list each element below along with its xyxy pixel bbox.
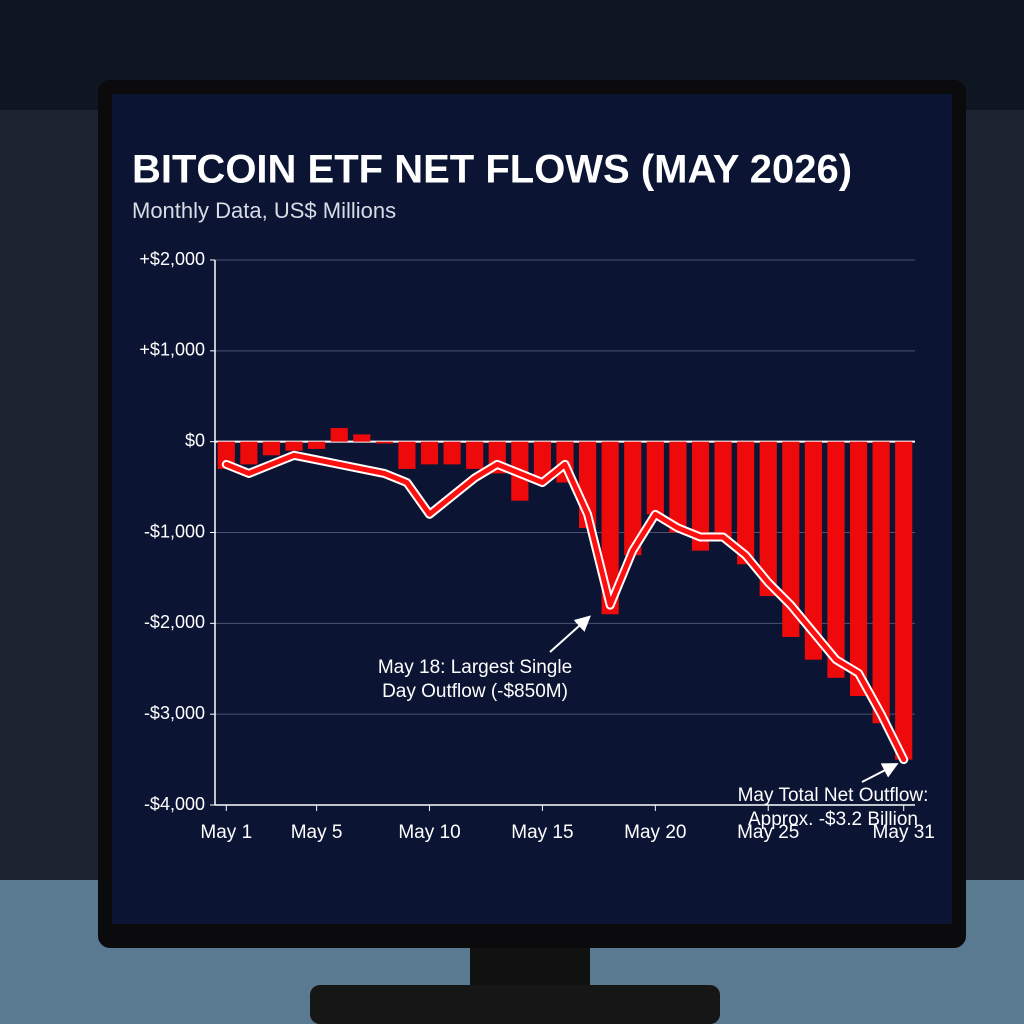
y-tick-label: $0 — [185, 430, 205, 450]
annotation: Approx. -$3.2 Billion — [748, 809, 918, 830]
bar — [691, 441, 710, 551]
bar — [466, 441, 484, 469]
bar — [398, 441, 416, 469]
x-tick-label: May 15 — [511, 822, 573, 843]
bar — [353, 434, 371, 442]
bar — [443, 441, 461, 465]
bar — [646, 441, 664, 515]
x-tick-label: May 25 — [737, 822, 799, 843]
y-tick-label: -$4,000 — [144, 794, 205, 814]
y-tick-label: -$3,000 — [144, 703, 205, 723]
bar — [849, 441, 868, 696]
x-tick-label: May 31 — [873, 822, 935, 843]
bar — [872, 441, 890, 724]
annotation: Day Outflow (-$850M) — [382, 681, 568, 702]
bar — [533, 441, 551, 478]
x-tick-label: May 5 — [291, 822, 343, 843]
annotation: May 18: Largest Single — [378, 657, 572, 678]
annotation: May Total Net Outflow: — [738, 785, 929, 806]
annotation-arrow — [549, 615, 591, 653]
bar — [737, 441, 755, 565]
bar — [895, 441, 913, 760]
monitor-base — [310, 985, 720, 1024]
bar — [782, 441, 800, 637]
y-tick-label: +$1,000 — [139, 340, 205, 360]
bar — [375, 441, 393, 444]
bar — [240, 441, 258, 465]
x-tick-label: May 20 — [624, 822, 686, 843]
x-tick-label: May 10 — [398, 822, 460, 843]
bar — [669, 441, 687, 533]
x-tick-label: May 1 — [200, 822, 252, 843]
bar — [827, 441, 845, 678]
bar — [624, 441, 642, 556]
y-tick-label: +$2,000 — [139, 249, 205, 269]
bar — [714, 441, 732, 542]
bar — [330, 428, 348, 442]
bar — [308, 441, 326, 449]
chart-subtitle: Monthly Data, US$ Millions — [132, 198, 396, 223]
line — [223, 452, 907, 763]
bar — [285, 441, 303, 451]
chart-title: BITCOIN ETF NET FLOWS (MAY 2026) — [132, 148, 852, 192]
annotation-arrow — [861, 763, 899, 783]
bar — [420, 441, 439, 465]
bar — [759, 441, 777, 597]
y-tick-label: -$2,000 — [144, 612, 205, 632]
y-tick-label: -$1,000 — [144, 521, 205, 541]
plot: +$2,000 +$1,000 $0 -$1,000 -$2,000 -$3,000 -$4… — [139, 249, 934, 843]
bar — [262, 441, 281, 456]
bar — [804, 441, 822, 660]
